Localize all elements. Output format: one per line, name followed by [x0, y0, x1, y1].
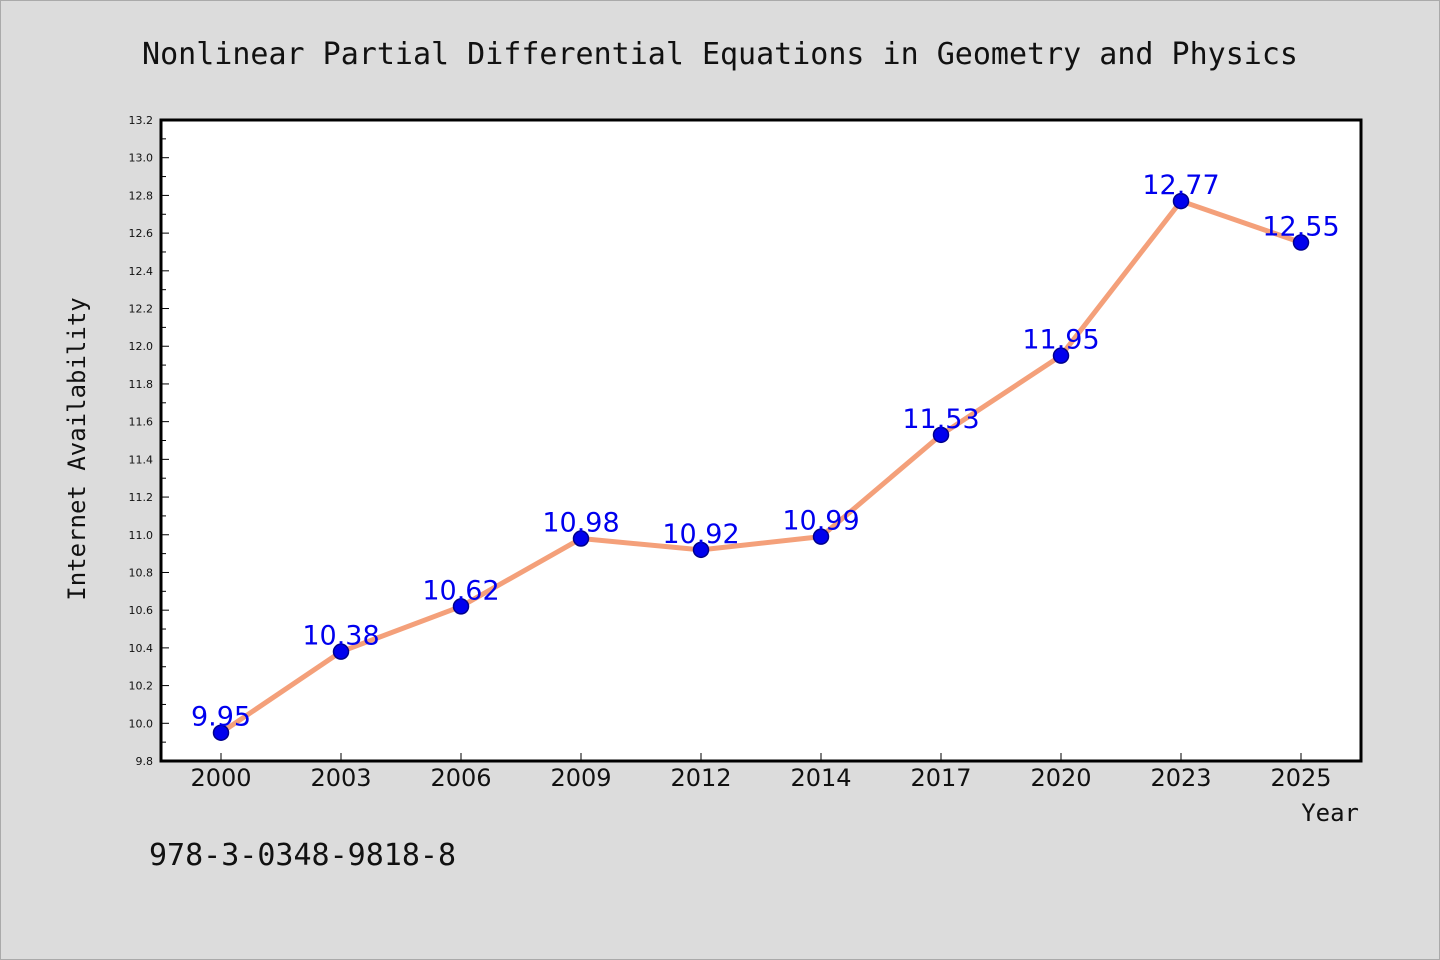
data-point: [932, 426, 950, 444]
x-tick-label: 2025: [1270, 764, 1331, 792]
x-tick-label: 2023: [1150, 764, 1211, 792]
data-label: 12.77: [1142, 170, 1219, 201]
data-label: 11.53: [902, 404, 979, 435]
data-label: 10.98: [542, 508, 619, 539]
y-tick-label: 11.0: [129, 529, 154, 542]
data-label: 9.95: [191, 702, 251, 733]
data-label: 10.62: [422, 575, 499, 606]
y-tick-label: 12.2: [129, 303, 154, 316]
chart-title: Nonlinear Partial Differential Equations…: [142, 37, 1298, 72]
series-line: [219, 198, 1302, 735]
x-axis: 2000 2003 2006 2009 2012 2014 2017 2020 2023 2025: [190, 753, 1332, 792]
y-tick-label: 12.8: [129, 189, 154, 202]
data-label: 10.38: [302, 621, 379, 652]
data-point: [1172, 192, 1190, 210]
x-tick-label: 2014: [790, 764, 851, 792]
x-tick-label: 2012: [670, 764, 731, 792]
data-label: 10.92: [662, 519, 739, 550]
x-tick-label: 2003: [310, 764, 371, 792]
y-tick-label: 10.8: [129, 566, 154, 579]
y-axis: 9.8 10.0 10.2 10.4 10.6 10.8 11.0 11.2 11.4 11.6 1…: [129, 114, 169, 768]
data-label: 10.99: [782, 506, 859, 537]
y-tick-label: 10.4: [129, 642, 154, 655]
y-tick-label: 11.8: [129, 378, 154, 391]
y-tick-label: 12.6: [129, 227, 154, 240]
data-point: [1052, 347, 1070, 364]
y-tick-label: 13.0: [129, 152, 154, 165]
y-axis-label: Internet Availability: [63, 297, 91, 600]
data-label: 11.95: [1022, 325, 1099, 356]
x-axis-label: Year: [1301, 799, 1359, 827]
data-point: [452, 598, 470, 615]
data-label: 12.55: [1262, 212, 1339, 243]
data-point: [332, 643, 350, 660]
series-layer: [212, 192, 1310, 741]
y-tick-label: 10.0: [129, 717, 154, 730]
plot-area: [159, 118, 1363, 763]
data-point: [692, 541, 710, 559]
data-point: [1292, 234, 1310, 251]
data-point: [812, 528, 830, 545]
data-point: [572, 530, 590, 547]
x-tick-label: 2009: [550, 764, 611, 792]
y-tick-label: 10.6: [129, 604, 154, 617]
y-tick-label: 11.2: [129, 491, 154, 504]
y-tick-label: 11.6: [129, 416, 154, 429]
y-tick-label: 9.8: [136, 755, 154, 768]
y-tick-label: 13.2: [129, 114, 154, 127]
x-tick-label: 2017: [910, 764, 971, 792]
data-label-layer: 9.95 10.38 10.62 10.98 10.92 10.99 11.53 11.95 1…: [191, 170, 1340, 733]
isbn-text: 978-3-0348-9818-8: [149, 838, 456, 873]
data-point: [212, 724, 230, 741]
y-tick-label: 12.4: [129, 265, 154, 278]
y-tick-label: 12.0: [129, 340, 154, 353]
x-tick-label: 2020: [1030, 764, 1091, 792]
x-tick-label: 2000: [190, 764, 251, 792]
x-tick-label: 2006: [430, 764, 491, 792]
y-tick-label: 10.2: [129, 680, 154, 693]
y-tick-label: 11.4: [129, 453, 154, 466]
